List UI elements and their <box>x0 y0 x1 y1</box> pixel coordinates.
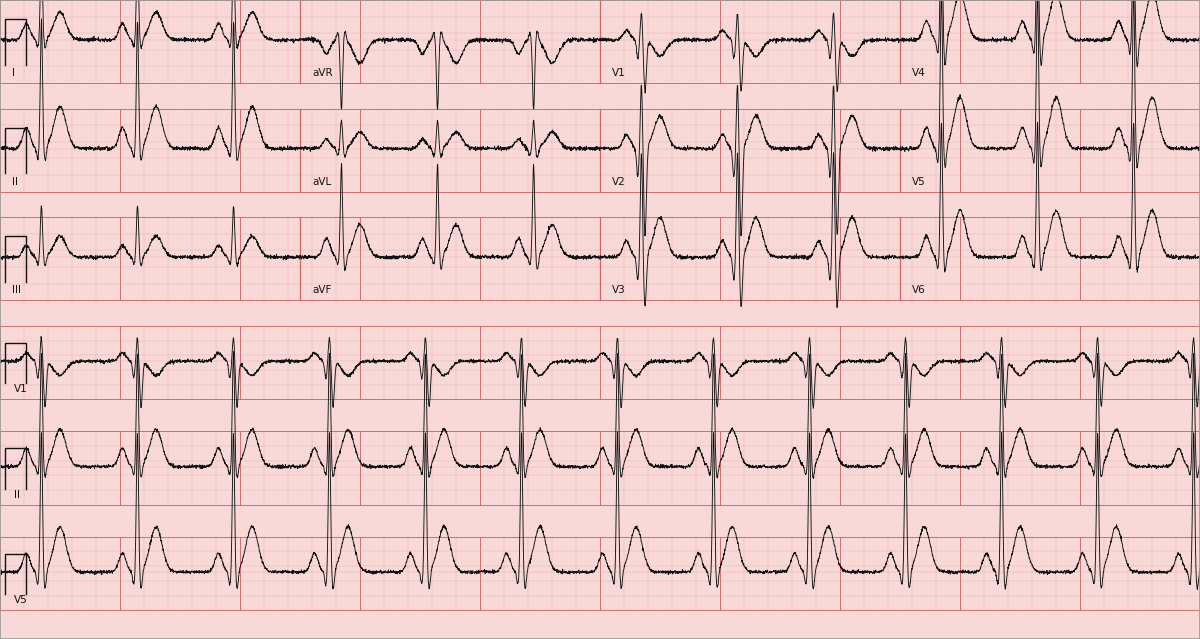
Text: I: I <box>12 68 14 78</box>
Text: III: III <box>12 285 22 295</box>
Text: aVL: aVL <box>312 176 331 187</box>
Text: V4: V4 <box>912 68 925 78</box>
Text: II: II <box>12 176 18 187</box>
Text: V3: V3 <box>612 285 625 295</box>
Text: V1: V1 <box>612 68 625 78</box>
Text: aVR: aVR <box>312 68 332 78</box>
Text: V5: V5 <box>912 176 925 187</box>
Text: V5: V5 <box>14 595 28 605</box>
Text: II: II <box>14 489 20 500</box>
Text: aVF: aVF <box>312 285 331 295</box>
Text: V2: V2 <box>612 176 625 187</box>
Text: V6: V6 <box>912 285 925 295</box>
Text: V1: V1 <box>14 384 28 394</box>
